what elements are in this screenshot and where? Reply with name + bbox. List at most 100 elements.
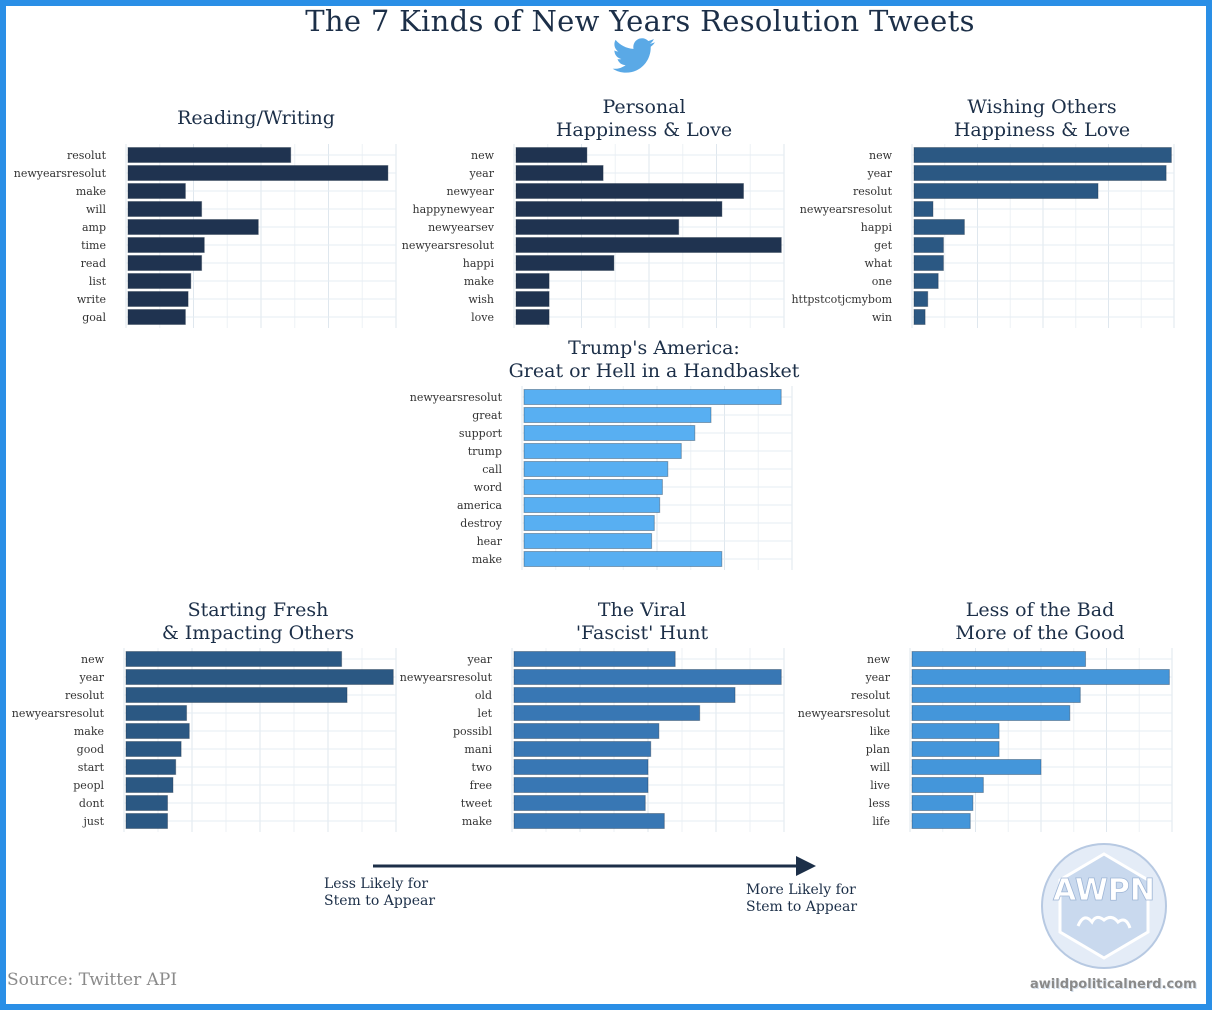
tick-label: newyearsresolut [800,203,893,216]
tick-label: make [74,725,104,738]
bar [913,237,944,253]
tick-label: start [78,761,105,774]
donkey-elephant-silhouette-icon [1076,915,1132,929]
tick-label: goal [82,311,106,324]
tick-label: free [470,779,492,792]
tick-label: great [472,409,502,422]
tick-label: newyearsresolut [798,707,891,720]
tick-label: list [89,275,107,288]
tick-label: resolut [67,149,107,162]
tick-label: write [77,293,106,306]
tick-label: make [462,815,492,828]
tick-label: newyear [446,185,494,198]
tick-label: newyearsresolut [410,391,503,404]
tick-label: what [865,257,893,270]
bar [127,309,186,325]
tick-label: dont [79,797,105,810]
bar [515,201,723,217]
tick-label: call [482,463,502,476]
bar [913,291,929,307]
tick-label: year [466,653,492,666]
bar [515,255,615,271]
tick-label: year [78,671,104,684]
tick-label: resolut [853,185,893,198]
tick-label: year [468,167,494,180]
bar [913,273,939,289]
chart-title-less-bad-more-good: Less of the Bad More of the Good [955,599,1125,644]
bar [513,813,665,829]
tick-label: like [870,725,890,738]
bar [515,273,550,289]
bar [513,687,736,703]
bar [127,201,203,217]
chart-title-starting-fresh: Starting Fresh & Impacting Others [161,599,355,644]
bar [515,147,588,163]
bar [125,759,177,775]
bar [913,309,926,325]
bar [515,237,782,253]
tick-label: new [471,149,495,162]
chart-title-wishing-others: Wishing Others Happiness & Love [953,96,1131,141]
chart-title-reading-writing: Reading/Writing [177,107,335,129]
bar [513,795,646,811]
tick-label: peopl [73,779,104,792]
tick-label: love [471,311,494,324]
logo-url: awildpoliticalnerd.com [1030,977,1197,992]
awpn-logo-text: AWPN [1053,873,1155,908]
tick-label: word [474,481,502,494]
bar [127,183,186,199]
tick-label: happi [463,257,495,270]
tick-label: less [869,797,891,810]
bar [127,147,292,163]
tick-label: newyearsresolut [400,671,493,684]
bar [911,687,1081,703]
bar [125,777,174,793]
bar [913,183,1099,199]
bar [515,309,550,325]
tick-label: possibl [453,725,493,738]
tick-label: happi [861,221,893,234]
tick-label: new [867,653,891,666]
chart-less-bad-more-good: new year resolut newyearsresolut like plan wil… [798,648,1173,832]
tick-label: resolut [65,689,105,702]
bar [515,291,550,307]
bar [127,237,205,253]
bar [913,147,1172,163]
bar [913,219,965,235]
bar [911,723,1000,739]
bar [125,795,169,811]
tick-label: destroy [460,517,502,530]
tick-label: amp [82,221,106,234]
bar [911,669,1170,685]
chart-reading-writing: resolut newyearsresolut make will amp time rea… [14,144,397,328]
tick-label: new [869,149,893,162]
bar [911,777,984,793]
bar [911,759,1042,775]
tick-label: support [459,427,503,440]
bar [127,165,389,181]
bar [913,201,934,217]
gridlines [513,144,785,328]
chart-title-viral-fascist-hunt: The Viral 'Fascist' Hunt [575,599,709,644]
chart-viral-fascist-hunt: year newyearsresolut old let possibl mani two f… [400,648,785,832]
tick-label: trump [468,445,502,458]
bar [513,723,660,739]
tick-label: two [472,761,493,774]
arrow-right-caption: More Likely for Stem to Appear [746,882,858,915]
tick-label: hear [477,535,503,548]
tick-label: make [472,553,502,566]
bar [523,533,653,549]
bar [513,669,782,685]
bar [125,669,394,685]
bar [513,741,652,757]
bar [523,407,712,423]
bar [127,291,189,307]
tick-label: will [870,761,890,774]
tick-label: life [872,815,890,828]
tick-label: let [478,707,493,720]
bar [127,273,192,289]
bar [515,165,604,181]
bar [515,183,744,199]
tick-label: year [864,671,890,684]
bar [125,705,188,721]
